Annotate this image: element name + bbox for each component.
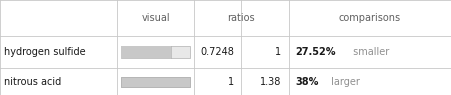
Bar — [121, 77, 190, 87]
Text: larger: larger — [328, 77, 360, 87]
Text: 1: 1 — [228, 77, 234, 87]
Text: smaller: smaller — [350, 47, 389, 57]
Text: 1.38: 1.38 — [260, 77, 281, 87]
Text: 0.7248: 0.7248 — [200, 47, 234, 57]
Text: hydrogen sulfide: hydrogen sulfide — [4, 47, 85, 57]
Text: 1: 1 — [276, 47, 281, 57]
Text: comparisons: comparisons — [339, 13, 401, 23]
Bar — [121, 46, 171, 58]
Text: visual: visual — [141, 13, 170, 23]
Text: 27.52%: 27.52% — [295, 47, 336, 57]
Text: 38%: 38% — [295, 77, 319, 87]
Bar — [121, 77, 190, 87]
Text: nitrous acid: nitrous acid — [4, 77, 61, 87]
Text: ratios: ratios — [227, 13, 255, 23]
Bar — [121, 46, 190, 58]
